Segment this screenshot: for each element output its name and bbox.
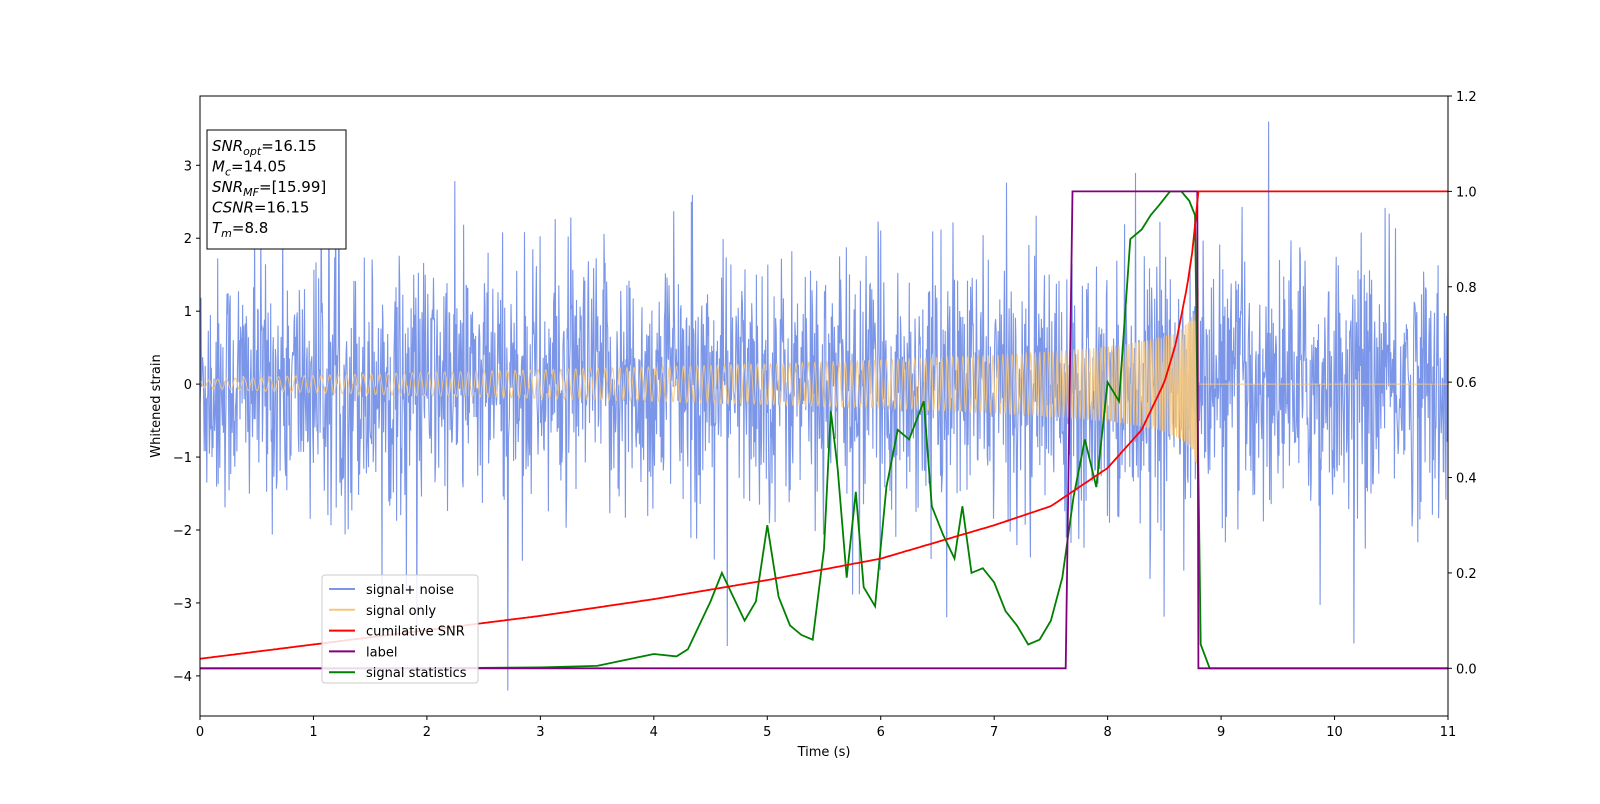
annotation-subscript: c <box>225 166 231 179</box>
legend-label: signal+ noise <box>366 583 454 598</box>
legend-label: cumilative SNR <box>366 625 465 640</box>
series-signal-noise <box>200 121 1448 691</box>
y2-tick-label: 0.6 <box>1456 376 1477 391</box>
y-tick-label: −2 <box>173 524 192 539</box>
series-signal-only <box>200 287 1448 475</box>
annotation-value: =8.8 <box>232 219 268 237</box>
series-label <box>200 190 1448 670</box>
x-axis: 0 1 2 3 4 5 6 7 8 9 10 11 <box>196 716 1456 740</box>
y-tick-label: 2 <box>184 232 192 247</box>
annotation-line: Tm=8.8 <box>212 219 268 240</box>
x-tick-label: 1 <box>309 725 317 740</box>
y-tick-label: −3 <box>173 597 192 612</box>
annotation-symbol: T <box>212 219 223 237</box>
y-axis-title: Whitened strain <box>149 354 164 457</box>
y-tick-label: 1 <box>184 305 192 320</box>
x-axis-title: Time (s) <box>797 745 851 760</box>
legend-label: label <box>366 645 397 660</box>
x-tick-label: 9 <box>1217 725 1225 740</box>
x-tick-label: 4 <box>650 725 658 740</box>
annotation-subscript: MF <box>243 186 259 199</box>
annotation-symbol: SNR <box>212 178 243 196</box>
series-layer <box>200 121 1448 691</box>
annotation-line: Mc=14.05 <box>212 158 287 179</box>
y-tick-label: 3 <box>184 159 192 174</box>
y-axis-right: 0.0 0.2 0.4 0.6 0.8 1.0 1.2 <box>1448 90 1477 677</box>
annotation-symbol: SNR <box>212 137 243 155</box>
annotation-line: SNRopt=16.15 <box>212 137 317 158</box>
annotation-value: =14.05 <box>231 158 287 176</box>
annotation-line: SNRMF=[15.99] <box>212 178 326 199</box>
y-tick-label: 0 <box>184 378 192 393</box>
annotation-value: =[15.99] <box>259 178 326 196</box>
x-tick-label: 11 <box>1440 725 1457 740</box>
annotation-line: CSNR=16.15 <box>212 199 309 217</box>
annotation-symbol: CSNR <box>212 199 254 217</box>
annotation-value: =16.15 <box>261 137 317 155</box>
x-tick-label: 2 <box>423 725 431 740</box>
y-tick-label: −4 <box>173 670 192 685</box>
plot-frame <box>199 95 1449 717</box>
y-tick-label: −1 <box>173 451 192 466</box>
annotation-subscript: opt <box>243 145 262 158</box>
annotation-symbol: M <box>212 158 225 176</box>
legend-label: signal statistics <box>366 666 467 681</box>
x-tick-label: 3 <box>536 725 544 740</box>
x-tick-label: 6 <box>877 725 885 740</box>
y2-tick-label: 0.2 <box>1456 567 1477 582</box>
y2-tick-label: 0.0 <box>1456 662 1477 677</box>
x-tick-label: 0 <box>196 725 204 740</box>
x-tick-label: 5 <box>763 725 771 740</box>
y2-tick-label: 0.4 <box>1456 472 1477 487</box>
y2-tick-label: 1.0 <box>1456 185 1477 200</box>
annotation-value: =16.15 <box>254 199 310 217</box>
y2-tick-label: 0.8 <box>1456 281 1477 296</box>
y2-tick-label: 1.2 <box>1456 90 1477 105</box>
x-tick-label: 8 <box>1103 725 1111 740</box>
x-tick-label: 7 <box>990 725 998 740</box>
series-signal-statistics <box>200 190 1448 670</box>
y-axis-left: −4 −3 −2 −1 0 1 2 3 <box>173 159 200 685</box>
x-tick-label: 10 <box>1326 725 1343 740</box>
legend: signal+ noise signal only cumilative SNR la… <box>321 574 479 684</box>
annotation-box: SNRopt=16.15Mc=14.05SNRMF=[15.99]CSNR=16… <box>206 129 347 250</box>
annotation-subscript: m <box>221 227 232 240</box>
legend-box <box>321 574 479 684</box>
legend-label: signal only <box>366 604 436 619</box>
